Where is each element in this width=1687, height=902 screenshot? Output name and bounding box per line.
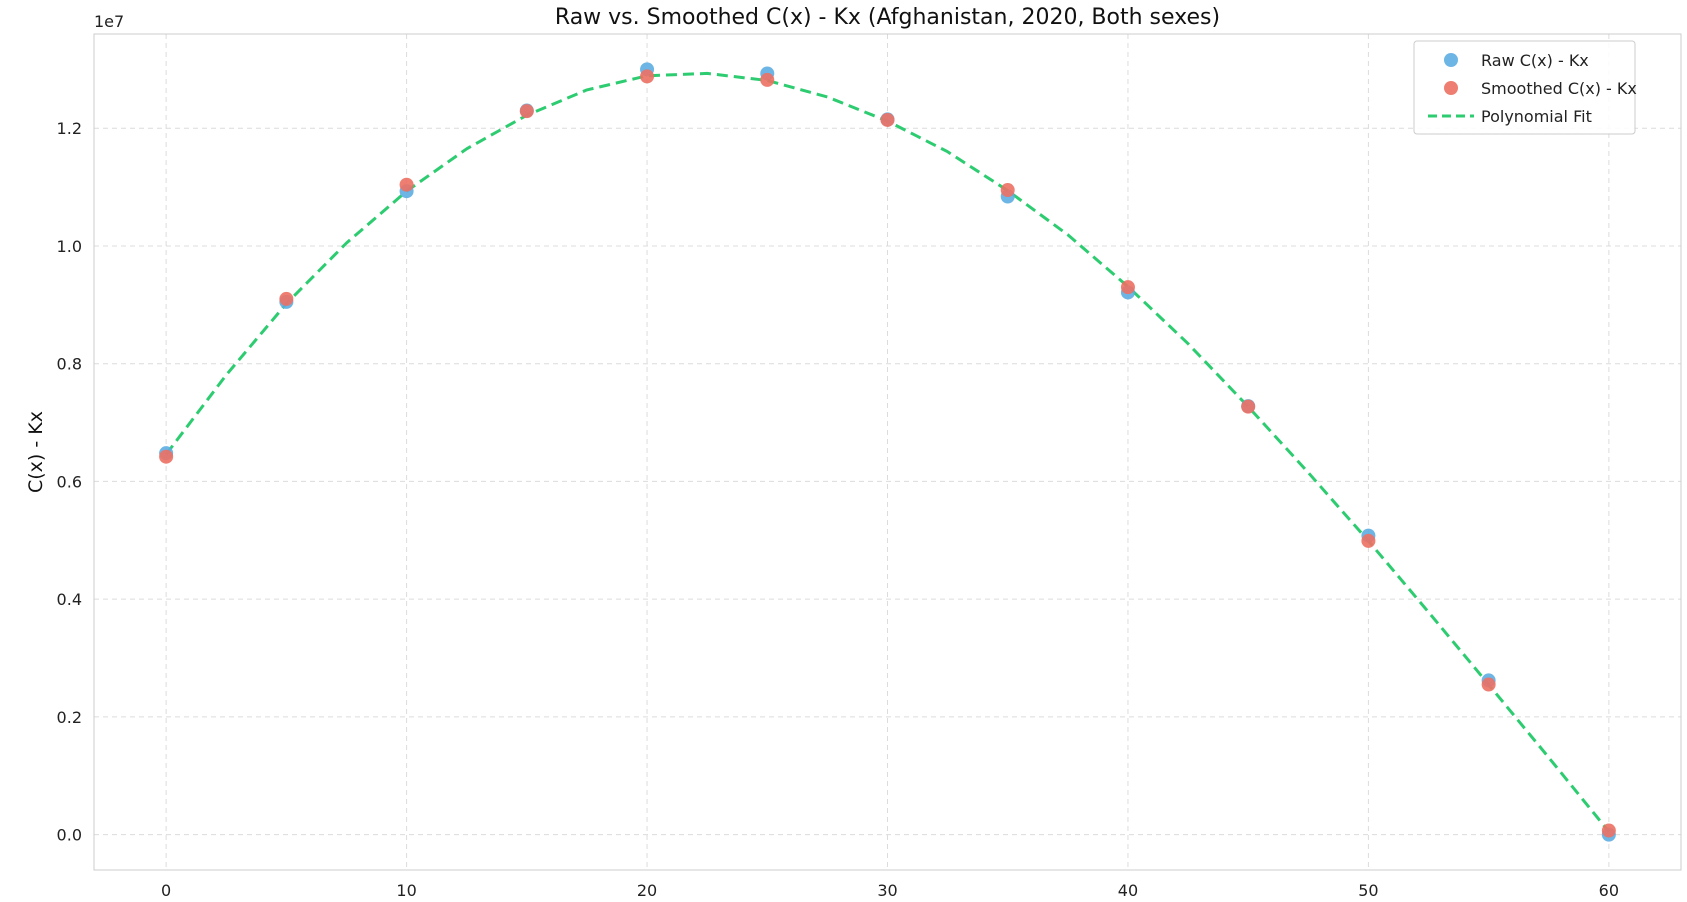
- x-tick-label: 50: [1358, 881, 1378, 900]
- y-tick-label: 1.0: [57, 237, 82, 256]
- plot-area: [93, 33, 1682, 871]
- y-axis-title: C(x) - Kx: [25, 411, 47, 493]
- legend-label: Polynomial Fit: [1481, 107, 1592, 126]
- legend: Raw C(x) - Kx Smoothed C(x) - Kx Polynomia…: [1413, 40, 1637, 135]
- legend-marker: [1444, 53, 1458, 67]
- smoothed-point: [1000, 183, 1015, 198]
- legend-marker: [1444, 81, 1458, 95]
- x-tick-label: 20: [637, 881, 657, 900]
- x-tick-label: 40: [1118, 881, 1138, 900]
- smoothed-point: [279, 291, 294, 306]
- smoothed-point: [880, 112, 895, 127]
- smoothed-point: [399, 177, 414, 192]
- y-tick-label: 0.6: [57, 472, 82, 491]
- x-tick-label: 0: [161, 881, 171, 900]
- legend-item: Polynomial Fit: [1428, 107, 1592, 126]
- smoothed-point: [159, 449, 174, 464]
- x-tick-label: 10: [396, 881, 416, 900]
- smoothed-point: [1601, 823, 1616, 838]
- chart-title: Raw vs. Smoothed C(x) - Kx (Afghanistan,…: [555, 5, 1220, 30]
- y-axis: 0.0 0.2 0.4 0.6 0.8 1.0 1.2: [57, 119, 82, 844]
- smoothed-point: [1361, 533, 1376, 548]
- legend-label: Raw C(x) - Kx: [1481, 51, 1589, 70]
- legend-label: Smoothed C(x) - Kx: [1481, 79, 1637, 98]
- y-tick-label: 1.2: [57, 119, 82, 138]
- grid: [94, 34, 1681, 870]
- y-tick-label: 0.2: [57, 708, 82, 727]
- y-tick-label: 0.0: [57, 826, 82, 845]
- x-tick-label: 30: [877, 881, 897, 900]
- y-tick-label: 0.8: [57, 355, 82, 374]
- smoothed-point: [640, 69, 655, 84]
- legend-item: Raw C(x) - Kx: [1444, 51, 1589, 70]
- smoothed-point: [1120, 280, 1135, 295]
- smoothed-point: [1481, 677, 1496, 692]
- y-axis-offset-label: 1e7: [94, 12, 124, 31]
- smoothed-point: [1241, 399, 1256, 414]
- x-axis: 0 10 20 30 40 50 60: [161, 881, 1619, 900]
- legend-item: Smoothed C(x) - Kx: [1444, 79, 1637, 98]
- series: [159, 62, 1616, 842]
- smoothed-point: [519, 104, 534, 119]
- y-tick-label: 0.4: [57, 590, 82, 609]
- x-tick-label: 60: [1599, 881, 1619, 900]
- legend-box: [1413, 40, 1636, 135]
- smoothed-point: [760, 72, 775, 87]
